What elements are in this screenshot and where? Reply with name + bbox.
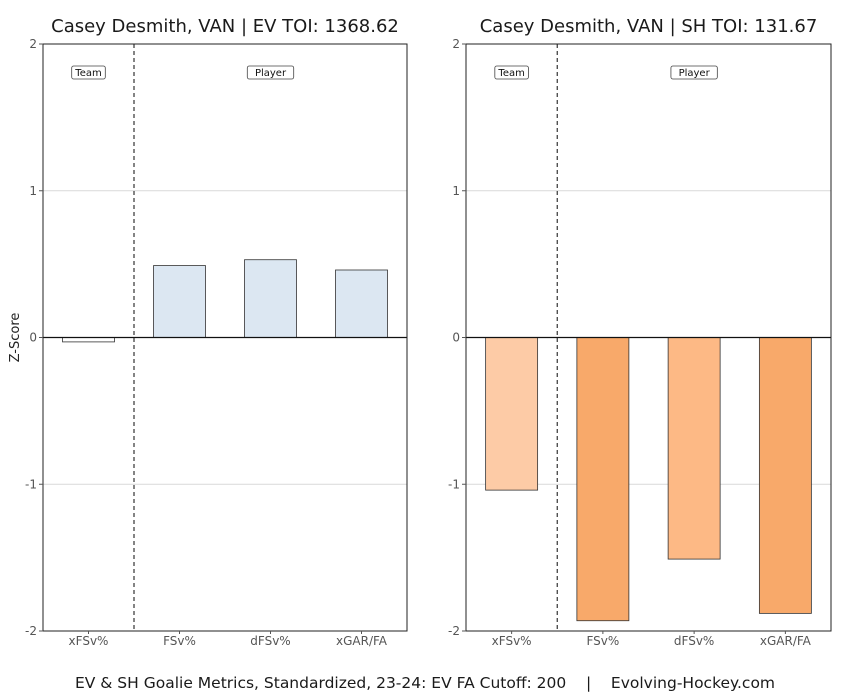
group-label-box <box>246 65 295 80</box>
panel-title: Casey Desmith, VAN | SH TOI: 131.67 <box>480 16 818 37</box>
y-tick-label: 0 <box>29 331 37 345</box>
panel-title: Casey Desmith, VAN | EV TOI: 1368.62 <box>51 16 399 37</box>
y-tick-label: 1 <box>452 184 460 198</box>
x-tick-label: xGAR/FA <box>336 634 388 648</box>
caption-separator: | <box>585 674 592 692</box>
group-label-team: Team <box>494 65 529 80</box>
bar-fsv <box>576 337 630 622</box>
group-label-player: Player <box>246 65 295 80</box>
group-label-text: Team <box>74 68 101 79</box>
bar-dfsv <box>244 259 297 338</box>
chart-panel-2: -2 -1 0 1 2 xFSv% FSv% dFSv% xGAR/FA Team Player Ca… <box>448 16 832 648</box>
y-tick-label: -2 <box>25 624 37 638</box>
bar-fsv <box>153 265 206 338</box>
bar-xgarfa <box>335 269 388 338</box>
group-label-text: Player <box>679 68 711 79</box>
x-tick-label: FSv% <box>163 634 196 648</box>
x-tick-label: xFSv% <box>492 634 532 648</box>
bar-xfsv <box>485 337 539 491</box>
group-label-team: Team <box>71 65 106 80</box>
x-tick-label: xGAR/FA <box>760 634 812 648</box>
group-label-player: Player <box>670 65 718 80</box>
y-tick-label: 0 <box>452 331 460 345</box>
group-label-text: Team <box>497 68 524 79</box>
bar-dfsv <box>667 337 721 560</box>
y-tick-label: 2 <box>29 37 37 51</box>
bar-xgarfa <box>758 337 812 614</box>
chart-panel-1: -2 -1 0 1 2 xFSv% FSv% dFSv% xGAR/FA Team Player Ca… <box>8 16 408 648</box>
x-tick-label: dFSv% <box>250 634 290 648</box>
caption: EV & SH Goalie Metrics, Standardized, 23… <box>0 674 850 692</box>
y-tick-label: 1 <box>29 184 37 198</box>
y-tick-label: -2 <box>448 624 460 638</box>
y-tick-label: -1 <box>448 477 460 491</box>
bar-xfsv <box>62 337 115 343</box>
x-tick-label: dFSv% <box>674 634 714 648</box>
group-label-box <box>670 65 718 80</box>
y-tick-label: 2 <box>452 37 460 51</box>
group-label-box <box>494 65 529 80</box>
x-tick-label: FSv% <box>586 634 619 648</box>
group-label-box <box>71 65 106 80</box>
x-tick-label: xFSv% <box>69 634 109 648</box>
caption-source: Evolving-Hockey.com <box>610 674 776 692</box>
caption-text: EV & SH Goalie Metrics, Standardized, 23… <box>74 674 567 692</box>
y-tick-label: -1 <box>25 477 37 491</box>
y-axis-label: Z-Score <box>8 313 23 363</box>
group-label-text: Player <box>255 68 287 79</box>
